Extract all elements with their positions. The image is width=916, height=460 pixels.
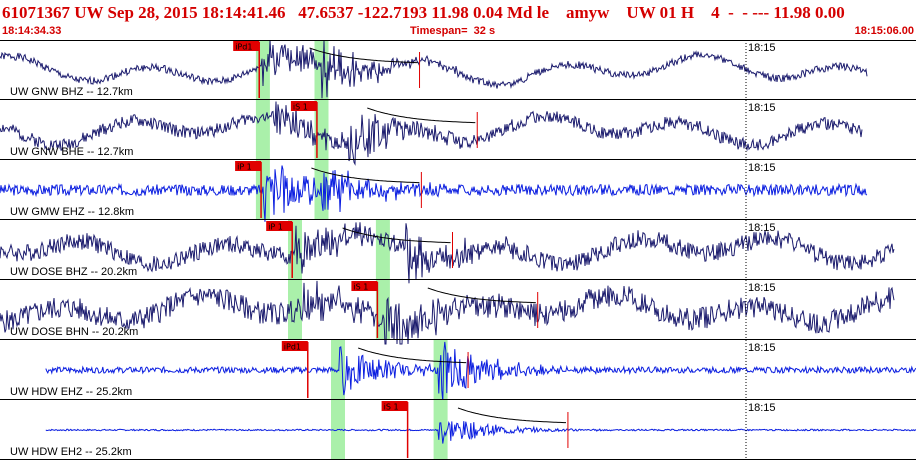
waveform xyxy=(0,280,895,345)
channel-label: UW GNW BHZ -- 12.7km xyxy=(10,86,133,98)
channel-label: UW GMW EHZ -- 12.8km xyxy=(10,206,134,218)
pick-window-highlight xyxy=(375,220,390,280)
waveform xyxy=(45,420,916,444)
pick-label[interactable]: iS 1 xyxy=(384,403,399,412)
pick-label[interactable]: iPd1 xyxy=(284,343,301,352)
event-title: 61071367 UW Sep 28, 2015 18:14:41.46 47.… xyxy=(2,3,845,22)
pick-label[interactable]: iPd1 xyxy=(235,43,252,52)
trace-panel[interactable]: iS 1 18:15 UW DOSE BHN -- 20.2km xyxy=(0,280,916,345)
time-label: 18:15 xyxy=(748,222,776,234)
pick-window-highlight xyxy=(314,100,329,160)
channel-label: UW DOSE BHN -- 20.2km xyxy=(10,326,138,338)
trace-panel[interactable]: iPd1 18:15 UW HDW EHZ -- 25.2km xyxy=(0,340,916,402)
seismogram-canvas[interactable]: iPd1 18:15 UW GNW BHZ -- 12.7km iS 1 18:15 UW… xyxy=(0,40,916,460)
waveform xyxy=(0,222,895,284)
end-time: 18:15:06.00 xyxy=(854,25,914,37)
pick-flag[interactable] xyxy=(351,281,378,291)
timespan-label: Timespan= 32 s xyxy=(410,25,496,37)
pick-flag[interactable] xyxy=(281,341,308,351)
coda-curve xyxy=(358,347,467,364)
pick-flag[interactable] xyxy=(233,41,260,51)
channel-label: UW HDW EH2 -- 25.2km xyxy=(10,446,132,458)
waveform xyxy=(0,165,868,222)
waveform xyxy=(0,40,868,99)
pick-flag[interactable] xyxy=(381,401,408,411)
time-label: 18:15 xyxy=(748,402,776,414)
waveform xyxy=(45,341,916,402)
pick-label[interactable]: iS 1 xyxy=(293,103,308,112)
coda-curve xyxy=(457,407,566,424)
channel-label: UW HDW EHZ -- 25.2km xyxy=(10,386,132,398)
start-time: 18:14:34.33 xyxy=(2,25,62,37)
trace-panel[interactable]: iP 1 18:15 UW GMW EHZ -- 12.8km xyxy=(0,160,916,222)
trace-panel[interactable]: iS 1 18:15 UW HDW EH2 -- 25.2km xyxy=(0,400,916,460)
pick-window-highlight xyxy=(433,400,448,460)
waveform xyxy=(0,101,863,166)
channel-label: UW DOSE BHZ -- 20.2km xyxy=(10,266,137,278)
coda-curve xyxy=(311,167,420,184)
channel-label: UW GNW BHE -- 12.7km xyxy=(10,146,133,158)
coda-curve xyxy=(367,107,476,124)
pick-window-highlight xyxy=(331,400,345,460)
pick-flag[interactable] xyxy=(290,101,317,111)
pick-label[interactable]: iS 1 xyxy=(353,283,368,292)
coda-curve xyxy=(427,287,536,304)
time-label: 18:15 xyxy=(748,342,776,354)
time-label: 18:15 xyxy=(748,42,776,54)
coda-curve xyxy=(309,47,418,64)
time-label: 18:15 xyxy=(748,282,776,294)
time-label: 18:15 xyxy=(748,102,776,114)
pick-label[interactable]: iP 1 xyxy=(268,223,283,232)
pick-window-highlight xyxy=(255,100,270,160)
trace-panel[interactable]: iPd1 18:15 UW GNW BHZ -- 12.7km xyxy=(0,40,916,100)
pick-flag[interactable] xyxy=(266,221,293,231)
time-label: 18:15 xyxy=(748,162,776,174)
trace-panels[interactable]: iPd1 18:15 UW GNW BHZ -- 12.7km iS 1 18:15 UW… xyxy=(0,40,916,460)
pick-label[interactable]: iP 1 xyxy=(237,163,252,172)
trace-panel[interactable]: iS 1 18:15 UW GNW BHE -- 12.7km xyxy=(0,100,916,166)
pick-flag[interactable] xyxy=(235,161,262,171)
event-header: 61071367 UW Sep 28, 2015 18:14:41.46 47.… xyxy=(0,0,916,40)
trace-panel[interactable]: iP 1 18:15 UW DOSE BHZ -- 20.2km xyxy=(0,220,916,284)
coda-curve xyxy=(342,227,451,244)
